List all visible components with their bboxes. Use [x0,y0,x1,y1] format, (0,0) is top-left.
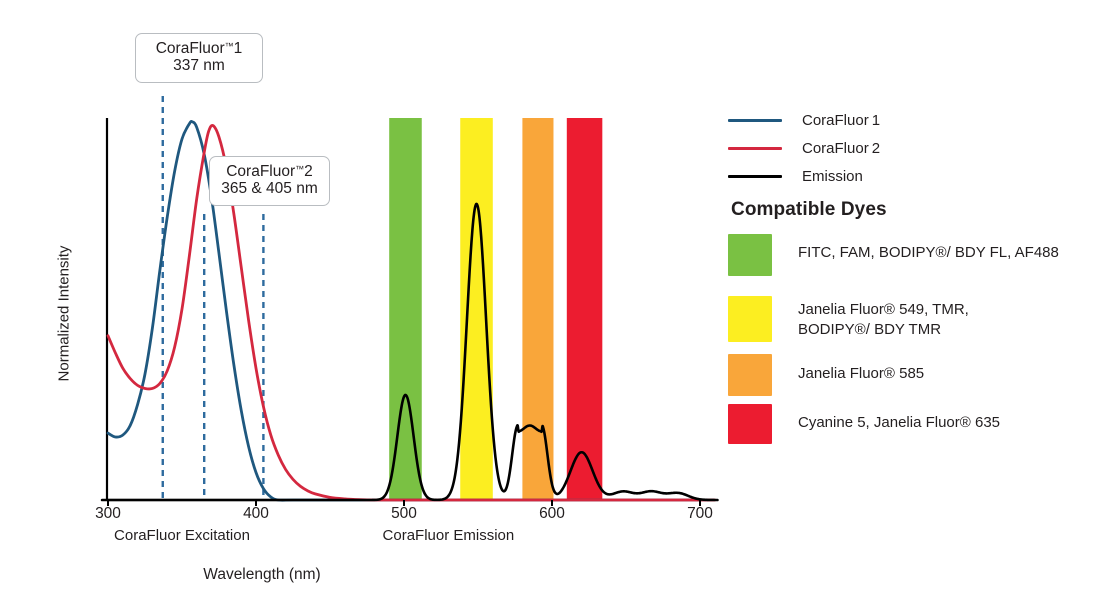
legend-item-emission: Emission [728,162,1110,190]
callout-corafluor-2: CoraFluor™2 365 & 405 nm [209,156,330,206]
callout-corafluor-1: CoraFluor™1 337 nm [135,33,263,83]
legend-item-corafluor2: CoraFluor 2 [728,134,1110,162]
series-corafluor2-curve [106,124,717,502]
plot-svg [100,96,719,506]
legend-line-swatch [728,146,782,150]
callout-1-title: CoraFluor™1 [155,40,243,57]
legend-item-label: CoraFluor 2 [802,139,881,157]
dye-label: FITC, FAM, BODIPY®/ BDY FL, AF488 [798,244,1059,261]
spectral-plot: Normalized Intensity 300 400 500 600 700… [55,33,719,583]
x-tick-500: 500 [391,505,417,522]
dye-color-swatch [728,404,772,444]
emission-region-label: CoraFluor Emission [382,527,515,544]
series-legend: CoraFluor 1 CoraFluor 2 Emission [728,106,1110,190]
callout-1-value: 337 nm [173,57,225,75]
dye-color-swatch [728,296,772,342]
compatible-dyes-legend: FITC, FAM, BODIPY®/ BDY FL, AF488 Janelia… [728,234,1110,449]
legend-item-corafluor1: CoraFluor 1 [728,106,1110,134]
dye-item-3: Cyanine 5, Janelia Fluor® 635 [728,404,1000,444]
series-emission-curve [100,202,719,502]
compatible-dyes-title: Compatible Dyes [731,199,887,220]
callout-2-title: CoraFluor™2 [226,163,313,180]
green-band [389,118,422,500]
legend-line-swatch [728,174,782,178]
x-tick-600: 600 [539,505,565,522]
dye-item-2: Janelia Fluor® 585 [728,354,924,396]
x-tick-400: 400 [243,505,269,522]
legend-item-label: Emission [802,167,863,185]
red-band [566,118,603,500]
yellow-band [460,118,493,500]
y-axis-title: Normalized Intensity [55,245,73,382]
dye-item-0: FITC, FAM, BODIPY®/ BDY FL, AF488 [728,234,1059,276]
excitation-region-label: CoraFluor Excitation [114,527,250,544]
x-tick-300: 300 [95,505,121,522]
x-axis-title: Wavelength (nm) [203,566,321,583]
dye-item-1: Janelia Fluor® 549, TMR, BODIPY®/ BDY TMR [728,296,969,342]
legend-line-swatch [728,118,782,122]
dye-label: Janelia Fluor® 585 [798,365,925,382]
dye-color-swatch [728,234,772,276]
orange-band [522,118,554,500]
dye-color-swatch [728,354,772,396]
x-tick-700: 700 [687,505,713,522]
dye-label: Janelia Fluor® 549, TMR, BODIPY®/ BDY TMR [798,301,969,338]
dye-label: Cyanine 5, Janelia Fluor® 635 [798,414,1001,431]
callout-2-value: 365 & 405 nm [221,180,318,198]
legend-item-label: CoraFluor 1 [802,111,881,129]
